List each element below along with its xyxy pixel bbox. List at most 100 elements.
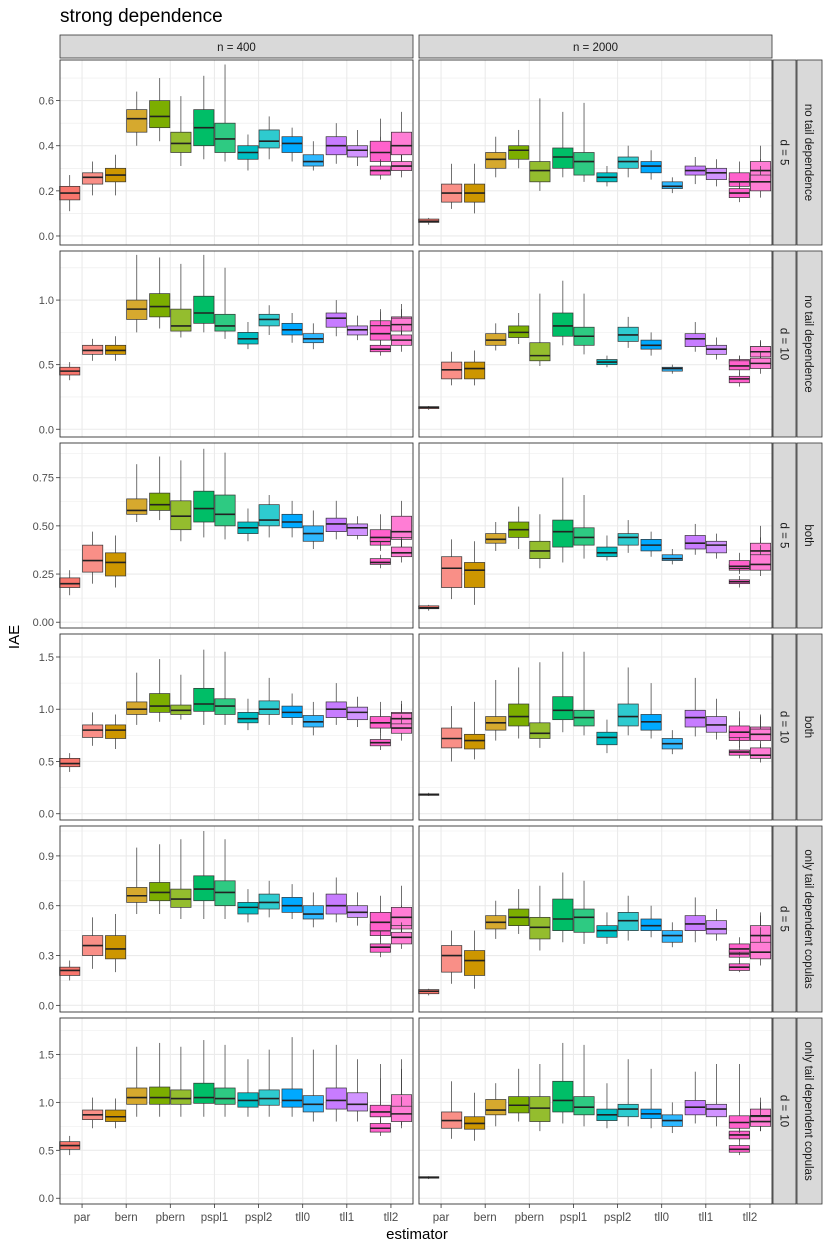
box-tll0 bbox=[281, 693, 303, 725]
box-pbern bbox=[508, 1068, 530, 1122]
box-par bbox=[441, 163, 463, 209]
x-tick-label: par bbox=[74, 1212, 91, 1224]
box-tll1 bbox=[346, 1059, 368, 1122]
box-tll1 bbox=[705, 159, 727, 187]
row-strip-label-text: both bbox=[802, 716, 814, 738]
box-pbern bbox=[529, 293, 551, 366]
box-par bbox=[441, 930, 463, 984]
box-tll0 bbox=[281, 884, 303, 919]
x-tick-label: pbern bbox=[515, 1212, 544, 1224]
panel bbox=[418, 825, 773, 1013]
box-bern bbox=[464, 701, 486, 760]
box-pspl2 bbox=[237, 698, 259, 731]
row-strip-d-text: d = 10 bbox=[778, 328, 790, 360]
box-tll2 bbox=[391, 539, 413, 563]
box-iqr bbox=[170, 131, 192, 153]
chart-title: strong dependence bbox=[60, 6, 223, 27]
x-tick-label: pspl2 bbox=[604, 1212, 632, 1224]
box-bern bbox=[105, 336, 127, 361]
box-bern bbox=[126, 1046, 148, 1117]
box-pbern bbox=[170, 263, 192, 338]
box-iqr bbox=[617, 1103, 639, 1118]
box-tll0 bbox=[640, 683, 662, 739]
box-pspl1 bbox=[214, 64, 236, 162]
box-pbern bbox=[149, 844, 171, 915]
y-tick-label: 0.0 bbox=[39, 231, 54, 243]
box-iqr bbox=[193, 875, 215, 902]
box-pbern bbox=[508, 129, 530, 169]
box-iqr bbox=[149, 693, 171, 713]
box-tll0 bbox=[281, 313, 303, 343]
box-bern bbox=[126, 672, 148, 725]
box-iqr bbox=[552, 898, 574, 931]
box-tll2 bbox=[750, 927, 772, 966]
panel bbox=[59, 250, 414, 438]
panel-border bbox=[59, 1017, 414, 1205]
x-tick-label: pspl1 bbox=[560, 1212, 588, 1224]
col-strip bbox=[418, 34, 773, 59]
row-strip-d bbox=[772, 825, 797, 1013]
box-iqr bbox=[391, 931, 413, 945]
box-pspl2 bbox=[258, 116, 280, 160]
box-iqr bbox=[214, 494, 236, 527]
box-pbern bbox=[170, 674, 192, 720]
box-pspl1 bbox=[552, 651, 574, 733]
y-tick-label: 0.0 bbox=[39, 1000, 54, 1012]
panel-border bbox=[418, 442, 773, 629]
box-pbern bbox=[508, 667, 530, 739]
panel-border bbox=[59, 250, 414, 438]
box-iqr bbox=[464, 361, 486, 380]
box-tll0 bbox=[661, 730, 683, 755]
x-tick-label: par bbox=[433, 1212, 450, 1224]
box-iqr bbox=[369, 912, 391, 931]
y-tick-label: 1.0 bbox=[39, 1097, 54, 1109]
box-iqr bbox=[105, 1109, 127, 1122]
box-tll2 bbox=[750, 351, 772, 374]
box-iqr bbox=[193, 490, 215, 523]
box-iqr bbox=[82, 172, 104, 185]
box-tll1 bbox=[684, 157, 706, 185]
box-tll2 bbox=[728, 552, 750, 575]
box-tll2 bbox=[728, 745, 750, 759]
box-pspl1 bbox=[193, 830, 215, 919]
box-iqr bbox=[193, 1082, 215, 1104]
box-iqr bbox=[126, 701, 148, 715]
box-tll0 bbox=[640, 332, 662, 356]
box-iqr bbox=[617, 533, 639, 546]
box-pbern bbox=[170, 1046, 192, 1117]
box-iqr bbox=[750, 941, 772, 960]
box-tll2 bbox=[369, 554, 391, 569]
box-iqr bbox=[126, 109, 148, 133]
box-iqr bbox=[258, 129, 280, 149]
box-iqr bbox=[369, 140, 391, 162]
box-iqr bbox=[391, 131, 413, 156]
panel-border bbox=[59, 442, 414, 629]
box-iqr bbox=[684, 333, 706, 347]
box-tll2 bbox=[391, 111, 413, 169]
box-pbern bbox=[170, 839, 192, 919]
box-pspl1 bbox=[573, 880, 595, 944]
box-iqr bbox=[258, 1089, 280, 1106]
box-bern bbox=[464, 930, 486, 989]
box-tll2 bbox=[391, 500, 413, 548]
x-tick-label: tll1 bbox=[698, 1212, 713, 1224]
box-iqr bbox=[258, 893, 280, 910]
box-bern bbox=[464, 163, 486, 214]
box-pspl2 bbox=[596, 166, 618, 187]
box-pspl1 bbox=[552, 477, 574, 563]
box-bern bbox=[126, 464, 148, 523]
box-tll1 bbox=[346, 696, 368, 727]
x-tick-label: tll1 bbox=[339, 1212, 354, 1224]
box-pspl2 bbox=[258, 305, 280, 335]
box-iqr bbox=[346, 905, 368, 918]
box-iqr bbox=[149, 492, 171, 511]
y-tick-label: 1.0 bbox=[39, 295, 54, 307]
y-tick-label: 1.0 bbox=[39, 704, 54, 716]
box-pspl2 bbox=[596, 535, 618, 561]
box-iqr bbox=[59, 757, 81, 768]
box-tll2 bbox=[728, 1142, 750, 1156]
box-iqr bbox=[640, 161, 662, 174]
box-par bbox=[82, 917, 104, 969]
box-tll1 bbox=[346, 892, 368, 926]
